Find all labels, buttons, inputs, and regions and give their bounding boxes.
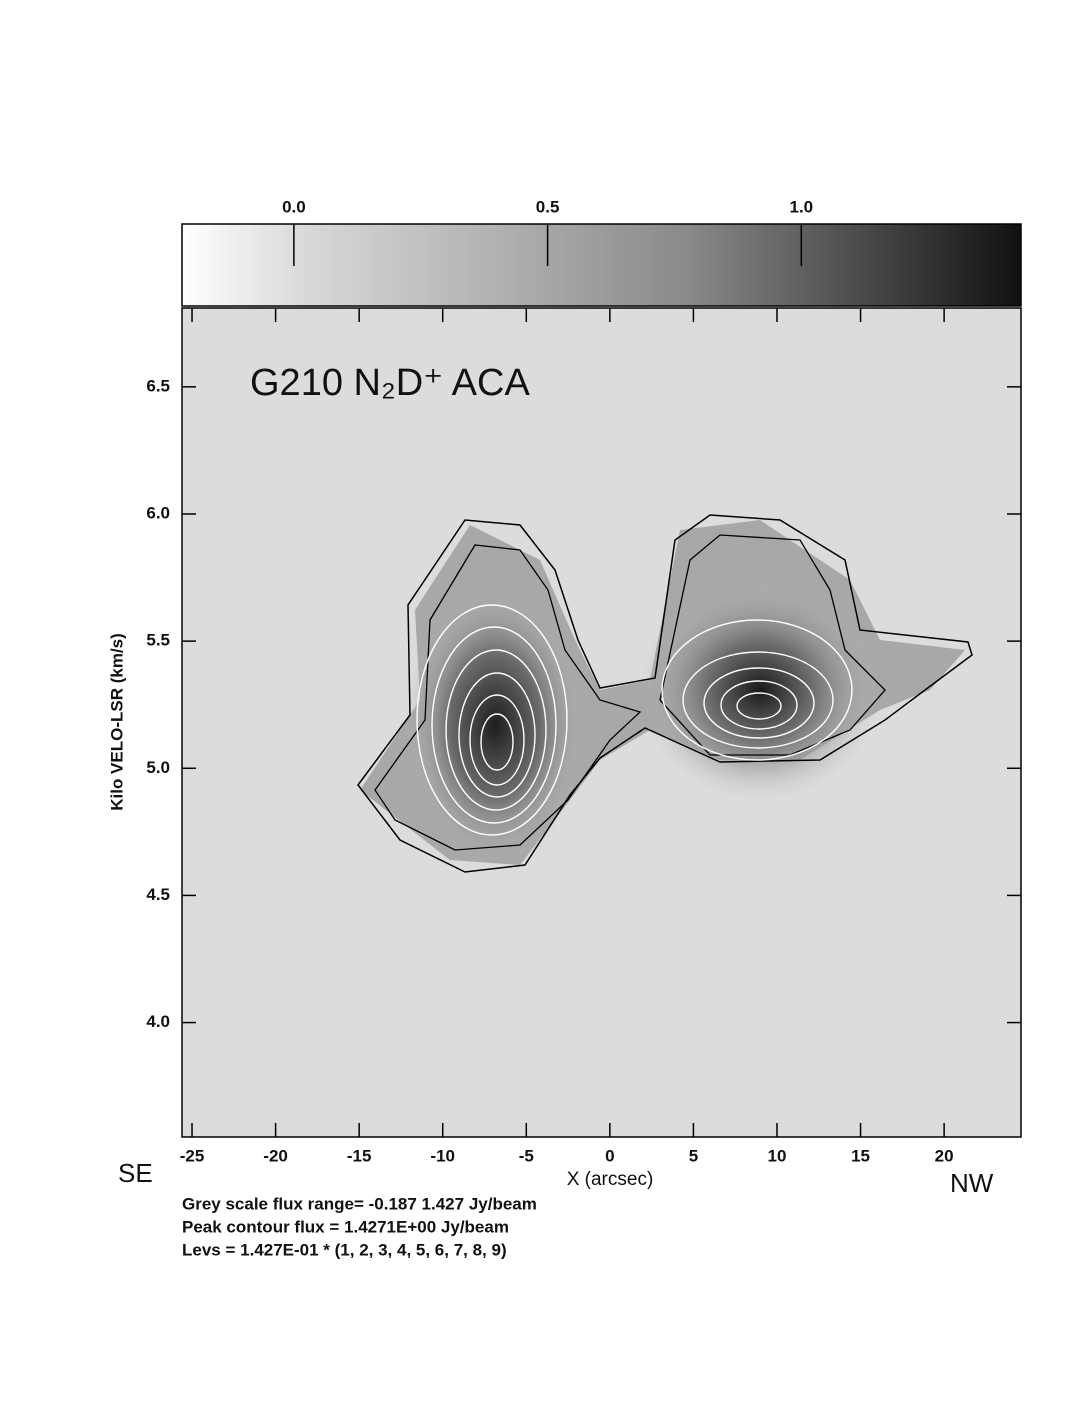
y-axis-title: Kilo VELO-LSR (km/s): [107, 633, 126, 811]
left-label: SE: [118, 1158, 153, 1188]
plot-frame: [181, 307, 1022, 1138]
y-tick-label: 4.5: [146, 885, 170, 904]
y-tick-label: 4.0: [146, 1012, 170, 1031]
x-tick-label: 0: [605, 1146, 614, 1165]
notes: Grey scale flux range= -0.187 1.427 Jy/b…: [182, 1194, 537, 1259]
x-tick-label: 20: [935, 1146, 954, 1165]
note: Peak contour flux = 1.4271E+00 Jy/beam: [182, 1217, 509, 1236]
right-label: NW: [950, 1168, 994, 1198]
y-tick-label: 6.5: [146, 376, 170, 395]
x-tick-label: 10: [768, 1146, 787, 1165]
chart-title: G210 N₂D⁺ ACA: [250, 362, 530, 404]
colorbar: [181, 223, 1022, 307]
x-tick-label: -15: [347, 1146, 372, 1165]
contours: [357, 514, 973, 873]
colorbar-tick-label: 0.0: [282, 197, 306, 216]
x-tick-label: -5: [519, 1146, 534, 1165]
note: Levs = 1.427E-01 * (1, 2, 3, 4, 5, 6, 7,…: [182, 1240, 507, 1259]
x-tick-label: -25: [180, 1146, 205, 1165]
x-tick-label: -10: [430, 1146, 455, 1165]
x-tick-label: -20: [263, 1146, 288, 1165]
colorbar-tick-label: 0.5: [536, 197, 560, 216]
x-tick-label: 15: [851, 1146, 870, 1165]
x-tick-label: 5: [689, 1146, 698, 1165]
y-tick-label: 6.0: [146, 503, 170, 522]
note: Grey scale flux range= -0.187 1.427 Jy/b…: [182, 1194, 537, 1213]
y-tick-label: 5.0: [146, 758, 170, 777]
colorbar-tick-label: 1.0: [790, 197, 814, 216]
x-axis-title: X (arcsec): [567, 1169, 654, 1190]
y-tick-label: 5.5: [146, 631, 170, 650]
